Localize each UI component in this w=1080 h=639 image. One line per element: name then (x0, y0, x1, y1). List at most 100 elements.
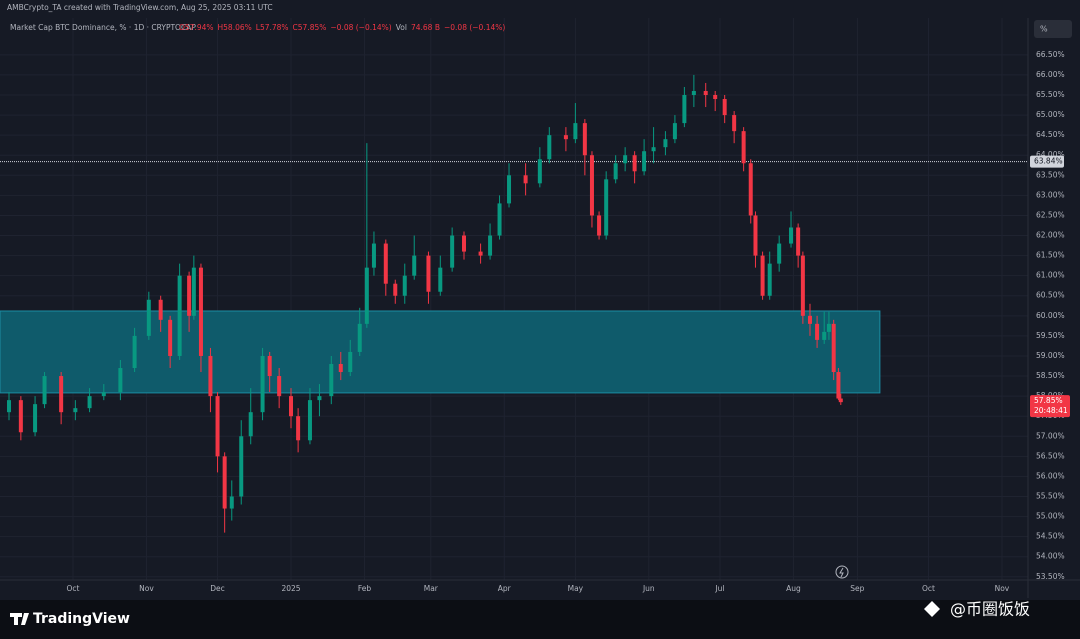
candle-body (364, 267, 369, 324)
chart-title: Market Cap BTC Dominance, % · 1D · CRYPT… (10, 23, 196, 32)
legend-value: −0.08 (−0.14%) (444, 23, 505, 32)
candle-body (187, 275, 192, 316)
candle-body (741, 131, 746, 164)
candle-body (831, 323, 836, 373)
x-tick-label: May (568, 584, 584, 593)
candle-body (478, 251, 483, 256)
brand-logo (10, 613, 29, 625)
candle-body (815, 323, 820, 340)
y-tick-label: 56.00% (1036, 471, 1065, 480)
watermark-logo (924, 601, 940, 617)
candle-body (87, 396, 92, 409)
candle-body (760, 255, 765, 296)
x-tick-label: Oct (67, 584, 80, 593)
y-tick-label: 61.00% (1036, 271, 1065, 280)
candle-body (158, 299, 163, 320)
legend-value: 74.68 B (411, 23, 440, 32)
candle-body (642, 151, 647, 172)
y-tick-label: 62.50% (1036, 210, 1065, 219)
y-tick-label: 59.00% (1036, 351, 1065, 360)
y-tick-label: 55.00% (1036, 512, 1065, 521)
candle-body (651, 147, 656, 152)
candle-body (672, 123, 677, 140)
candle-body (371, 243, 376, 268)
candle-body (215, 396, 220, 457)
candle-body (722, 99, 727, 116)
candle-body (800, 255, 805, 316)
x-tick-label: Nov (139, 584, 154, 593)
y-tick-label: 59.50% (1036, 331, 1065, 340)
y-tick-label: 64.50% (1036, 130, 1065, 139)
x-tick-label: Jun (642, 584, 655, 593)
candle-body (18, 400, 23, 433)
events-icon[interactable] (839, 567, 844, 578)
candle-body (732, 115, 737, 132)
candle-body (348, 351, 353, 373)
candle-body (338, 364, 343, 373)
candle-body (807, 315, 812, 324)
legend-value: Vol (396, 23, 407, 32)
candle-body (691, 90, 696, 96)
x-tick-label: Apr (498, 584, 512, 593)
x-tick-label: Mar (424, 584, 439, 593)
x-tick-label: Dec (210, 584, 225, 593)
candle-body (426, 255, 431, 292)
candle-body (412, 255, 417, 276)
candle-body (208, 355, 213, 397)
scale-button-label[interactable]: % (1040, 25, 1048, 34)
candle-body (573, 123, 578, 140)
legend-value: C57.85% (293, 23, 327, 32)
legend-value: L57.78% (256, 23, 289, 32)
y-tick-label: 65.50% (1036, 90, 1065, 99)
countdown: 20:48:41 (1034, 406, 1068, 415)
candle-body (582, 123, 587, 156)
x-tick-label: Jul (714, 584, 724, 593)
candle-body (438, 267, 443, 292)
y-tick-label: 58.50% (1036, 371, 1065, 380)
hline-label: 63.84% (1034, 157, 1063, 166)
candle-body (748, 163, 753, 216)
candle-body (168, 319, 173, 356)
y-tick-label: 66.00% (1036, 70, 1065, 79)
candle-body (836, 372, 841, 399)
y-tick-label: 60.50% (1036, 291, 1065, 300)
candle-body (222, 456, 227, 509)
events-icon[interactable] (835, 565, 849, 579)
candle-body (393, 283, 398, 296)
scale-button[interactable] (1034, 20, 1072, 38)
candle-body (563, 135, 568, 140)
candle-body (132, 335, 137, 369)
watermark: @币圈饭饭 (950, 600, 1030, 619)
candle-body (713, 95, 718, 100)
candle-body (450, 235, 455, 268)
y-tick-label: 55.50% (1036, 491, 1065, 500)
y-tick-label: 64.00% (1036, 150, 1065, 159)
candle-body (33, 404, 38, 433)
candle-body (59, 376, 64, 413)
footer (0, 600, 1080, 639)
candle-body (42, 376, 47, 405)
x-tick-label: Aug (786, 584, 801, 593)
x-tick-label: Nov (995, 584, 1010, 593)
legend-value: O57.94% (179, 23, 214, 32)
candle-body (118, 368, 123, 393)
candle-body (497, 203, 502, 236)
candle-body (623, 155, 628, 164)
candle-body (101, 392, 106, 397)
candle-body (277, 376, 282, 397)
candle-body (402, 275, 407, 296)
y-tick-label: 65.00% (1036, 110, 1065, 119)
legend-value: H58.06% (218, 23, 252, 32)
y-tick-label: 63.00% (1036, 190, 1065, 199)
candle-body (547, 135, 552, 160)
candle-body (307, 400, 312, 441)
y-tick-label: 53.50% (1036, 572, 1065, 581)
hline-tag (1030, 155, 1064, 168)
candle-body (767, 263, 772, 296)
candle-body (589, 155, 594, 216)
candle-body (267, 355, 272, 377)
candle-body (260, 355, 265, 413)
creator: AMBCrypto_TA created with TradingView.co… (7, 3, 273, 12)
x-tick-label: Sep (850, 584, 864, 593)
